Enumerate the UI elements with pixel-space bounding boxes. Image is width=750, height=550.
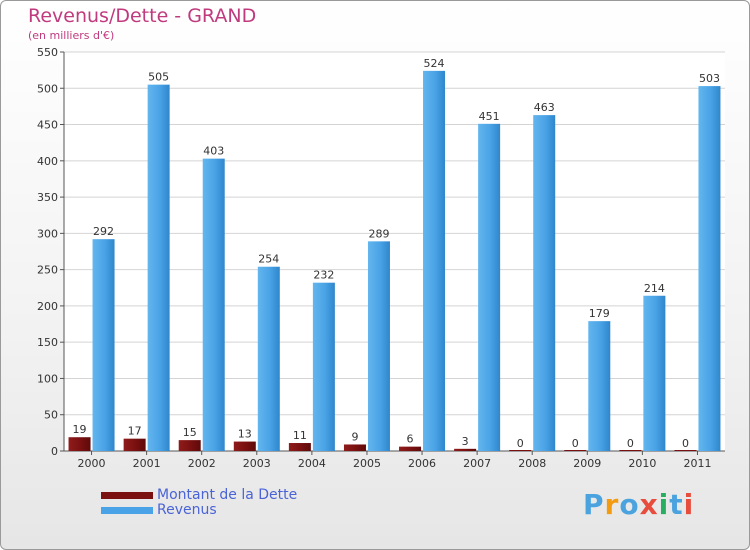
x-tick-label: 2001 bbox=[133, 457, 161, 470]
bar-dette bbox=[674, 450, 697, 451]
bar-revenus bbox=[202, 158, 225, 451]
logo-letter: P bbox=[583, 488, 605, 521]
data-label-dette: 17 bbox=[128, 425, 142, 438]
bar-dette bbox=[123, 438, 146, 451]
data-label-revenus: 505 bbox=[148, 71, 169, 84]
data-label-revenus: 232 bbox=[313, 269, 334, 282]
logo-letter: i bbox=[658, 488, 670, 521]
x-tick-label: 2007 bbox=[463, 457, 491, 470]
bar-revenus bbox=[643, 295, 666, 451]
y-tick-label: 150 bbox=[37, 336, 58, 349]
chart-subtitle: (en milliers d'€) bbox=[28, 29, 115, 42]
proxiti-logo: Proxiti bbox=[583, 488, 694, 521]
legend-item-revenus: Revenus bbox=[101, 502, 217, 518]
bar-dette bbox=[619, 450, 642, 451]
bar-dette bbox=[509, 450, 532, 451]
logo-letter: i bbox=[683, 488, 695, 521]
data-label-revenus: 179 bbox=[589, 307, 610, 320]
legend-item-dette: Montant de la Dette bbox=[101, 487, 297, 503]
data-label-dette: 11 bbox=[293, 429, 307, 442]
logo-letter: o bbox=[619, 488, 640, 521]
bar-dette bbox=[178, 440, 201, 451]
data-label-dette: 3 bbox=[462, 435, 469, 448]
logo-letter: t bbox=[669, 488, 684, 521]
y-tick-label: 400 bbox=[37, 155, 58, 168]
bar-revenus bbox=[698, 86, 721, 451]
legend-label-revenus: Revenus bbox=[157, 502, 217, 518]
data-label-dette: 0 bbox=[517, 437, 524, 450]
legend-swatch-revenus bbox=[101, 506, 153, 514]
data-label-revenus: 254 bbox=[258, 253, 279, 266]
y-tick-label: 500 bbox=[37, 82, 58, 95]
y-tick-label: 200 bbox=[37, 300, 58, 313]
bar-revenus bbox=[147, 84, 170, 452]
data-label-revenus: 451 bbox=[479, 110, 500, 123]
x-tick-label: 2008 bbox=[518, 457, 546, 470]
logo-letter: x bbox=[639, 488, 659, 521]
data-label-dette: 19 bbox=[73, 423, 87, 436]
data-label-dette: 6 bbox=[407, 433, 414, 446]
y-tick-label: 0 bbox=[51, 445, 58, 458]
x-tick-label: 2003 bbox=[243, 457, 271, 470]
x-tick-label: 2005 bbox=[353, 457, 381, 470]
bar-dette bbox=[68, 437, 91, 451]
bar-dette bbox=[343, 444, 366, 451]
data-label-revenus: 214 bbox=[644, 282, 665, 295]
data-label-revenus: 524 bbox=[424, 57, 445, 70]
y-tick-label: 100 bbox=[37, 372, 58, 385]
x-tick-label: 2009 bbox=[573, 457, 601, 470]
data-label-dette: 13 bbox=[238, 428, 252, 441]
data-label-revenus: 503 bbox=[699, 72, 720, 85]
x-tick-label: 2011 bbox=[683, 457, 711, 470]
y-tick-label: 550 bbox=[37, 46, 58, 59]
plot-area bbox=[64, 52, 725, 451]
x-tick-label: 2004 bbox=[298, 457, 326, 470]
y-tick-label: 250 bbox=[37, 264, 58, 277]
data-label-revenus: 463 bbox=[534, 101, 555, 114]
bar-revenus bbox=[423, 70, 446, 451]
x-tick-label: 2006 bbox=[408, 457, 436, 470]
y-tick-label: 450 bbox=[37, 119, 58, 132]
bar-dette bbox=[564, 450, 587, 451]
bar-dette bbox=[233, 441, 256, 451]
data-label-revenus: 403 bbox=[203, 145, 224, 158]
bar-revenus bbox=[588, 321, 611, 451]
bar-revenus bbox=[367, 241, 390, 451]
data-label-dette: 15 bbox=[183, 426, 197, 439]
y-tick-label: 50 bbox=[44, 409, 58, 422]
x-tick-label: 2010 bbox=[628, 457, 656, 470]
data-label-revenus: 292 bbox=[93, 225, 114, 238]
bar-dette bbox=[288, 443, 311, 451]
x-tick-label: 2000 bbox=[78, 457, 106, 470]
y-tick-label: 350 bbox=[37, 191, 58, 204]
legend-label-dette: Montant de la Dette bbox=[157, 487, 298, 503]
bar-revenus bbox=[533, 115, 556, 451]
bar-revenus bbox=[478, 123, 501, 451]
bar-revenus bbox=[92, 239, 115, 451]
data-label-dette: 0 bbox=[572, 437, 579, 450]
logo-letter: r bbox=[604, 488, 620, 521]
data-label-revenus: 289 bbox=[368, 227, 389, 240]
bar-revenus bbox=[257, 266, 280, 451]
chart-title: Revenus/Dette - GRAND bbox=[28, 5, 257, 27]
legend-swatch-dette bbox=[101, 491, 153, 499]
data-label-dette: 9 bbox=[351, 430, 358, 443]
data-label-dette: 0 bbox=[627, 437, 634, 450]
x-tick-label: 2002 bbox=[188, 457, 216, 470]
data-label-dette: 0 bbox=[682, 437, 689, 450]
bar-revenus bbox=[312, 282, 335, 451]
y-tick-label: 300 bbox=[37, 227, 58, 240]
bar-dette bbox=[454, 448, 477, 451]
bar-dette bbox=[399, 446, 422, 451]
